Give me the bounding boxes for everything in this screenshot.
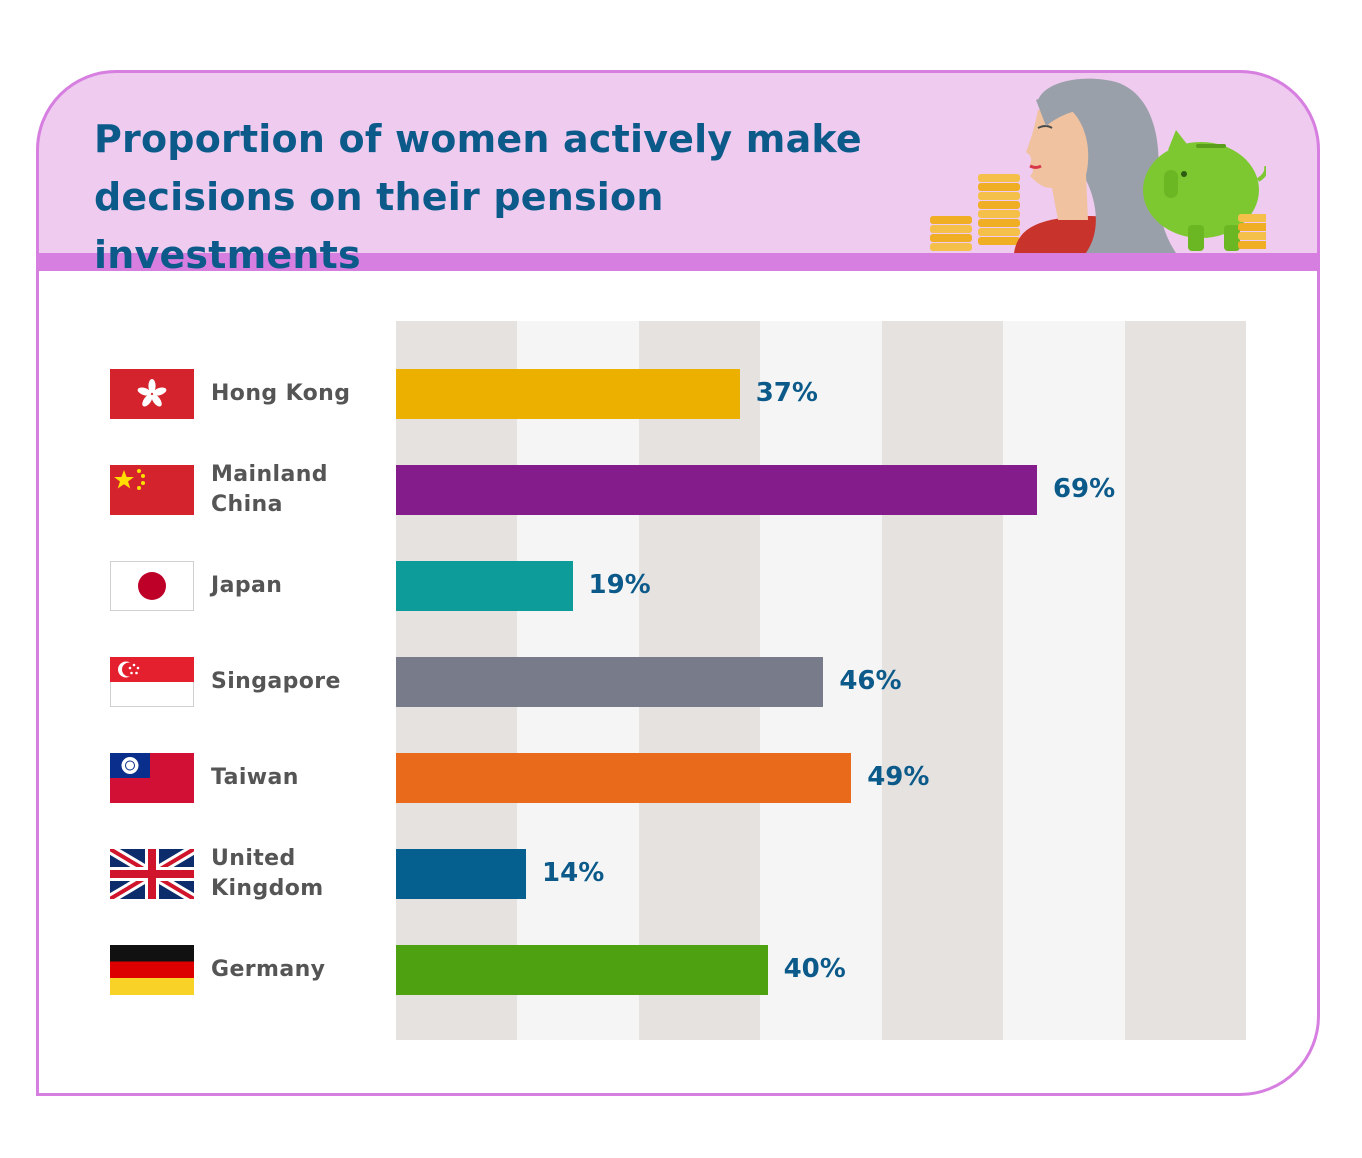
- header-divider: [36, 253, 1320, 271]
- category-label-line: Kingdom: [211, 876, 324, 901]
- category-label-line: China: [211, 492, 283, 517]
- japan-flag-icon: [110, 561, 194, 611]
- value-label-germany: 40%: [783, 954, 846, 984]
- category-label-line: Japan: [211, 573, 283, 598]
- bar-taiwan: [396, 753, 852, 803]
- hong-kong-flag-icon: [110, 369, 194, 419]
- value-label-hong-kong: 37%: [755, 378, 818, 408]
- category-label-line: Hong Kong: [211, 381, 351, 406]
- value-label-taiwan: 49%: [867, 762, 930, 792]
- woman-piggy-bank-illustration: [930, 78, 1266, 253]
- grid-band: [1003, 321, 1125, 1040]
- china-flag-icon: [110, 465, 194, 515]
- category-label-united-kingdom: United Kingdom: [211, 844, 381, 904]
- grid-band: [1124, 321, 1246, 1040]
- value-label-japan: 19%: [588, 570, 651, 600]
- piggy-bank-icon: [1143, 130, 1266, 251]
- chart-title: Proportion of women actively make decisi…: [94, 110, 934, 284]
- value-label-mainland-china: 69%: [1052, 474, 1116, 504]
- chart-title-line-1: Proportion of women actively make: [94, 117, 862, 161]
- bar-germany: [396, 945, 768, 995]
- coin-stack-tall-icon: [978, 174, 1020, 245]
- coin-stack-left-icon: [930, 216, 972, 251]
- category-label-line: United: [211, 846, 296, 871]
- value-label-singapore: 46%: [839, 666, 902, 696]
- bar-hong-kong: [396, 369, 740, 419]
- woman-icon: [1014, 78, 1176, 253]
- category-label-line: Singapore: [211, 669, 341, 694]
- category-label-hong-kong: Hong Kong: [211, 379, 381, 409]
- category-label-japan: Japan: [211, 571, 381, 601]
- uk-flag-icon: [110, 849, 194, 899]
- category-label-singapore: Singapore: [211, 667, 381, 697]
- bar-japan: [396, 561, 573, 611]
- category-label-taiwan: Taiwan: [211, 763, 381, 793]
- bar-united-kingdom: [396, 849, 527, 899]
- category-label-line: Mainland: [211, 462, 328, 487]
- singapore-flag-icon: [110, 657, 194, 707]
- bar-singapore: [396, 657, 824, 707]
- category-label-line: Taiwan: [211, 765, 299, 790]
- bar-mainland-china: [396, 465, 1037, 515]
- germany-flag-icon: [110, 945, 194, 995]
- taiwan-flag-icon: [110, 753, 194, 803]
- chart-title-line-2: decisions on their pension investments: [94, 175, 664, 277]
- grid-band: [881, 321, 1004, 1040]
- category-label-line: Germany: [211, 957, 326, 982]
- value-label-united-kingdom: 14%: [542, 858, 605, 888]
- coin-stack-right-icon: [1238, 214, 1266, 249]
- category-label-mainland-china: Mainland China: [211, 460, 381, 520]
- category-label-germany: Germany: [211, 955, 381, 985]
